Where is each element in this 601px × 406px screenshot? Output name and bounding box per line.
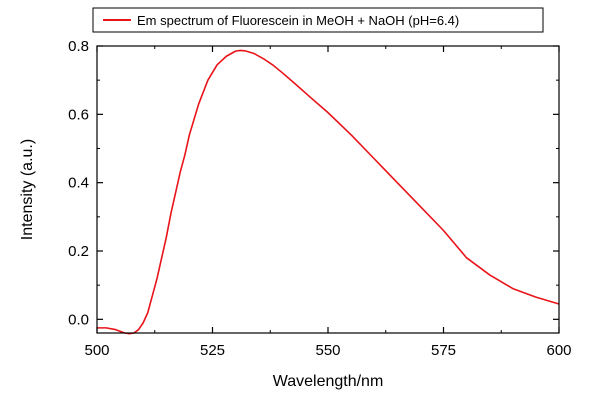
x-axis-title: Wavelength/nm: [273, 373, 384, 390]
plot-area: [97, 49, 560, 335]
legend-box: [92, 7, 544, 33]
series-line-0: [97, 49, 560, 335]
legend-label: Em spectrum of Fluorescein in MeOH + NaO…: [137, 13, 459, 28]
x-tick-label: 550: [315, 342, 340, 359]
y-axis-title: Intensity (a.u.): [19, 139, 36, 240]
plot-frame: [96, 45, 560, 334]
axes: 500 525 550 575 600 0.0 0.2 0.4 0.6 0.8: [68, 38, 571, 359]
y-tick-label: 0.6: [68, 106, 89, 123]
x-tick-label: 575: [431, 342, 456, 359]
y-tick-label: 0.0: [68, 311, 89, 328]
x-tick-label: 600: [546, 342, 571, 359]
x-tick-label: 500: [84, 342, 109, 359]
y-tick-label: 0.2: [68, 243, 89, 260]
y-tick-label: 0.4: [68, 175, 89, 192]
x-tick-label: 525: [200, 342, 225, 359]
y-tick-label: 0.8: [68, 38, 89, 55]
legend: Em spectrum of Fluorescein in MeOH + NaO…: [92, 7, 544, 33]
